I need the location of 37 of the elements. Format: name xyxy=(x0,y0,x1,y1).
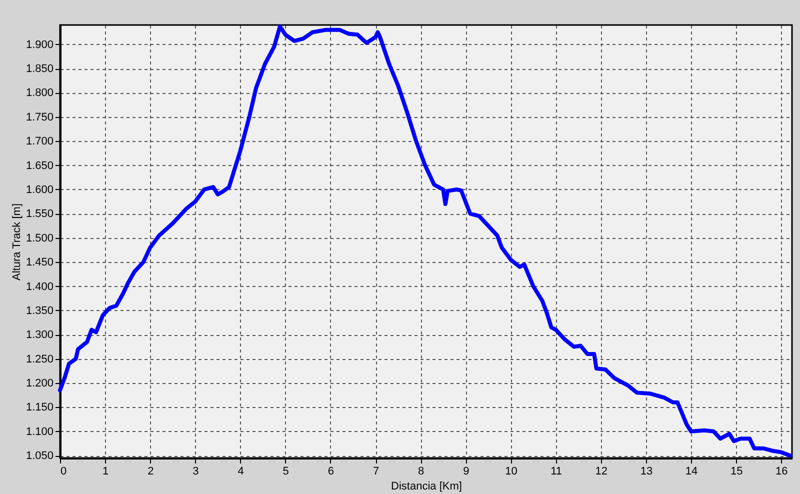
x-tick-label: 1 xyxy=(102,466,109,478)
x-tick-label: 12 xyxy=(595,466,608,478)
y-tick-label: 1.700 xyxy=(26,136,54,148)
x-tick-label: 7 xyxy=(372,466,380,478)
y-tick-label: 1.050 xyxy=(26,450,54,462)
x-axis-title: Distancia [Km] xyxy=(391,480,462,492)
y-tick-label: 1.900 xyxy=(26,38,54,51)
y-tick-label: 1.500 xyxy=(26,232,54,244)
y-tick-label: 1.600 xyxy=(26,184,54,196)
y-tick-label: 1.150 xyxy=(26,402,54,414)
x-tick-label: 6 xyxy=(328,466,334,478)
y-tick-label: 1.400 xyxy=(26,280,54,293)
x-tick-label: 8 xyxy=(418,466,424,478)
y-axis-title: Altura Track [m] xyxy=(10,203,23,281)
x-tick-label: 0 xyxy=(60,466,67,478)
x-tick-label: 16 xyxy=(776,466,788,478)
y-tick-label: 1.350 xyxy=(26,304,54,317)
y-tick-label: 1.200 xyxy=(26,378,54,390)
x-tick-label: 14 xyxy=(685,466,698,478)
x-tick-label: 15 xyxy=(730,466,743,478)
y-tick-label: 1.550 xyxy=(26,208,54,220)
x-tick-label: 3 xyxy=(192,466,199,478)
x-tick-label: 11 xyxy=(550,466,562,478)
y-tick-label: 1.450 xyxy=(26,256,54,269)
y-tick-label: 1.750 xyxy=(26,111,54,124)
y-tick-label: 1.800 xyxy=(26,87,54,100)
y-tick-label: 1.650 xyxy=(26,160,54,172)
y-tick-label: 1.250 xyxy=(26,353,54,366)
x-tick-label: 4 xyxy=(238,466,244,478)
x-tick-label: 5 xyxy=(282,466,289,478)
y-tick-label: 1.100 xyxy=(26,426,54,438)
x-tick-label: 9 xyxy=(463,466,470,478)
y-tick-label: 1.300 xyxy=(26,329,54,342)
x-tick-label: 2 xyxy=(148,466,154,478)
x-tick-label: 13 xyxy=(640,466,653,478)
x-tick-label: 10 xyxy=(505,466,518,478)
y-tick-label: 1.850 xyxy=(26,63,54,76)
